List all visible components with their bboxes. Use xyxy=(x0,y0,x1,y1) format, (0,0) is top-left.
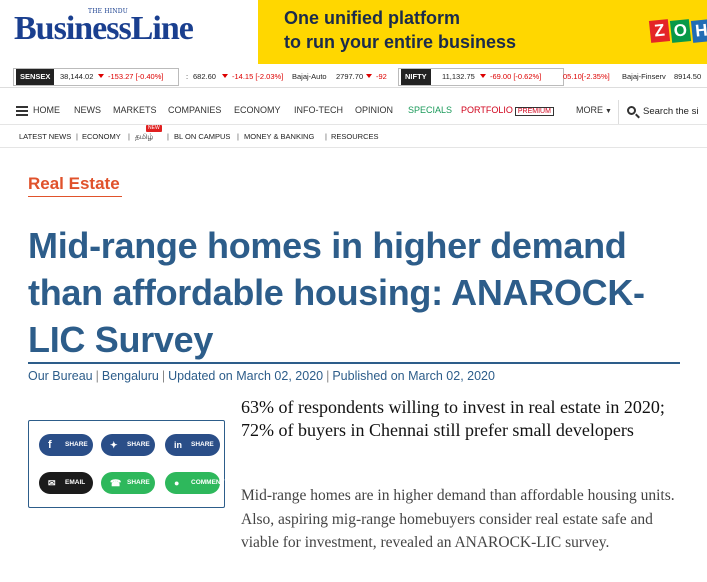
sensex-value: 38,144.02 xyxy=(60,72,94,81)
twitter-icon: ✦ xyxy=(110,440,118,450)
nav-item-portfolio-label: PORTFOLIO xyxy=(461,105,513,115)
ticker-separator: : xyxy=(186,72,189,81)
chevron-down-icon: ▼ xyxy=(605,108,612,115)
linkedin-share-label: SHARE xyxy=(191,441,214,448)
subnav-divider: | xyxy=(325,132,327,141)
twitter-share-button[interactable]: ✦ SHARE xyxy=(101,434,155,456)
subnav-item-economy[interactable]: ECONOMY xyxy=(82,132,121,141)
search-button[interactable]: Search the si xyxy=(618,100,707,124)
site-logo[interactable]: THE HINDU BusinessLine xyxy=(14,6,234,58)
advertisement-banner[interactable]: One unified platform to run your entire … xyxy=(258,0,707,64)
byline-published: Published on March 02, 2020 xyxy=(332,369,495,383)
whatsapp-share-label: SHARE xyxy=(127,479,150,486)
byline-location: Bengaluru xyxy=(101,369,159,383)
subnav-item-resources[interactable]: RESOURCES xyxy=(331,132,379,141)
stock-value: 8914.50 xyxy=(674,72,702,81)
nav-item-home[interactable]: HOME xyxy=(33,105,60,115)
section-underline xyxy=(28,196,122,197)
whatsapp-icon: ☎ xyxy=(110,478,122,488)
ad-brand-letter: H xyxy=(690,19,707,43)
nifty-change: -69.00 [-0.62%] xyxy=(490,72,542,81)
nav-item-specials[interactable]: SPECIALS xyxy=(408,105,453,115)
ad-line-2: to run your entire business xyxy=(284,32,517,52)
logo-text: BusinessLine xyxy=(14,10,194,47)
nav-item-info-tech[interactable]: INFO-TECH xyxy=(294,105,343,115)
ad-brand-letter: O xyxy=(669,19,692,43)
section-label[interactable]: Real Estate xyxy=(28,174,120,193)
nav-item-more[interactable]: MORE ▼ xyxy=(576,105,612,115)
nav-item-companies[interactable]: COMPANIES xyxy=(168,105,222,115)
ad-brand-logo: Z O H xyxy=(648,19,707,44)
byline-updated: Updated on March 02, 2020 xyxy=(168,369,324,383)
site-header: THE HINDU BusinessLine One unified platf… xyxy=(0,0,707,64)
search-icon xyxy=(627,106,636,115)
article-headline: Mid-range homes in higher demand than af… xyxy=(28,225,645,360)
new-badge: NEW xyxy=(146,125,162,132)
article-summary: 63% of respondents willing to invest in … xyxy=(241,397,665,440)
nav-item-markets[interactable]: MARKETS xyxy=(113,105,157,115)
sensex-change: -153.27 [-0.40%] xyxy=(108,72,164,81)
subnav-divider: | xyxy=(128,132,130,141)
nav-item-portfolio[interactable]: PORTFOLIO PREMIUM xyxy=(461,105,554,116)
sensex-down-icon xyxy=(96,70,106,84)
stock-name: Bajaj-Auto xyxy=(292,72,327,81)
stock-change: 05.10[-2.35%] xyxy=(563,72,610,81)
subnav-item-tamil[interactable]: தமிழ் xyxy=(135,132,154,141)
nav-item-opinion[interactable]: OPINION xyxy=(355,105,394,115)
comment-icon: ● xyxy=(174,478,180,488)
sensex-label: SENSEX xyxy=(16,69,55,85)
byline-separator: | xyxy=(326,369,330,383)
nav-item-more-label: MORE xyxy=(576,105,603,115)
subnav-item-bl-on-campus[interactable]: BL ON CAMPUS xyxy=(174,132,231,141)
subnav-divider: | xyxy=(76,132,78,141)
share-panel: f SHARE ✦ SHARE in SHARE ✉ EMAIL ☎ SHARE… xyxy=(28,420,225,508)
logo-tagline: THE HINDU xyxy=(88,8,129,15)
main-navigation: HOME NEWS MARKETS COMPANIES ECONOMY INFO… xyxy=(0,100,707,122)
nifty-box[interactable] xyxy=(398,68,564,86)
linkedin-icon: in xyxy=(174,440,182,450)
linkedin-share-button[interactable]: in SHARE xyxy=(165,434,220,456)
nifty-label: NIFTY xyxy=(401,69,431,85)
hamburger-menu-icon[interactable] xyxy=(16,106,28,116)
comment-label: COMMENT xyxy=(191,479,225,486)
email-share-label: EMAIL xyxy=(65,479,86,486)
twitter-share-label: SHARE xyxy=(127,441,150,448)
byline-separator: | xyxy=(95,369,99,383)
stock-down-icon xyxy=(364,70,374,84)
ad-line-1: One unified platform xyxy=(284,8,461,28)
subnav-divider: | xyxy=(167,132,169,141)
stock-down-icon xyxy=(220,70,230,84)
sub-navigation: LATEST NEWS | ECONOMY | NEW தமிழ் | BL O… xyxy=(0,124,707,148)
stock-change: -14.15 [-2.03%] xyxy=(232,72,284,81)
premium-badge: PREMIUM xyxy=(514,107,554,116)
market-ticker: SENSEX 38,144.02 -153.27 [-0.40%] : 682.… xyxy=(0,66,707,88)
stock-name: Bajaj-Finserv xyxy=(622,72,666,81)
facebook-share-label: SHARE xyxy=(65,441,88,448)
headline-divider xyxy=(28,362,680,364)
ad-brand-letter: Z xyxy=(648,19,671,43)
subnav-divider: | xyxy=(237,132,239,141)
nifty-value: 11,132.75 xyxy=(442,72,475,81)
nifty-down-icon xyxy=(478,70,488,84)
comment-button[interactable]: ● COMMENT xyxy=(165,472,225,494)
byline-author[interactable]: Our Bureau xyxy=(28,369,93,383)
nav-item-economy[interactable]: ECONOMY xyxy=(234,105,281,115)
facebook-share-button[interactable]: f SHARE xyxy=(39,434,93,456)
article-byline: Our Bureau | Bengaluru | Updated on March 02… xyxy=(28,369,495,383)
facebook-icon: f xyxy=(48,439,52,451)
subnav-item-latest-news[interactable]: LATEST NEWS xyxy=(19,132,72,141)
ad-text: One unified platform to run your entire … xyxy=(284,6,516,54)
search-label: Search the si xyxy=(643,106,699,117)
nav-item-news[interactable]: NEWS xyxy=(74,105,101,115)
stock-value: 2797.70 xyxy=(336,72,364,81)
sensex-box[interactable] xyxy=(13,68,179,86)
subnav-item-money-banking[interactable]: MONEY & BANKING xyxy=(244,132,315,141)
byline-separator: | xyxy=(161,369,166,383)
whatsapp-share-button[interactable]: ☎ SHARE xyxy=(101,472,155,494)
email-share-button[interactable]: ✉ EMAIL xyxy=(39,472,93,494)
article-body: Mid-range homes are in higher demand tha… xyxy=(241,487,675,551)
stock-value: 682.60 xyxy=(193,72,216,81)
stock-change: -92 xyxy=(376,72,387,81)
email-icon: ✉ xyxy=(48,478,56,488)
